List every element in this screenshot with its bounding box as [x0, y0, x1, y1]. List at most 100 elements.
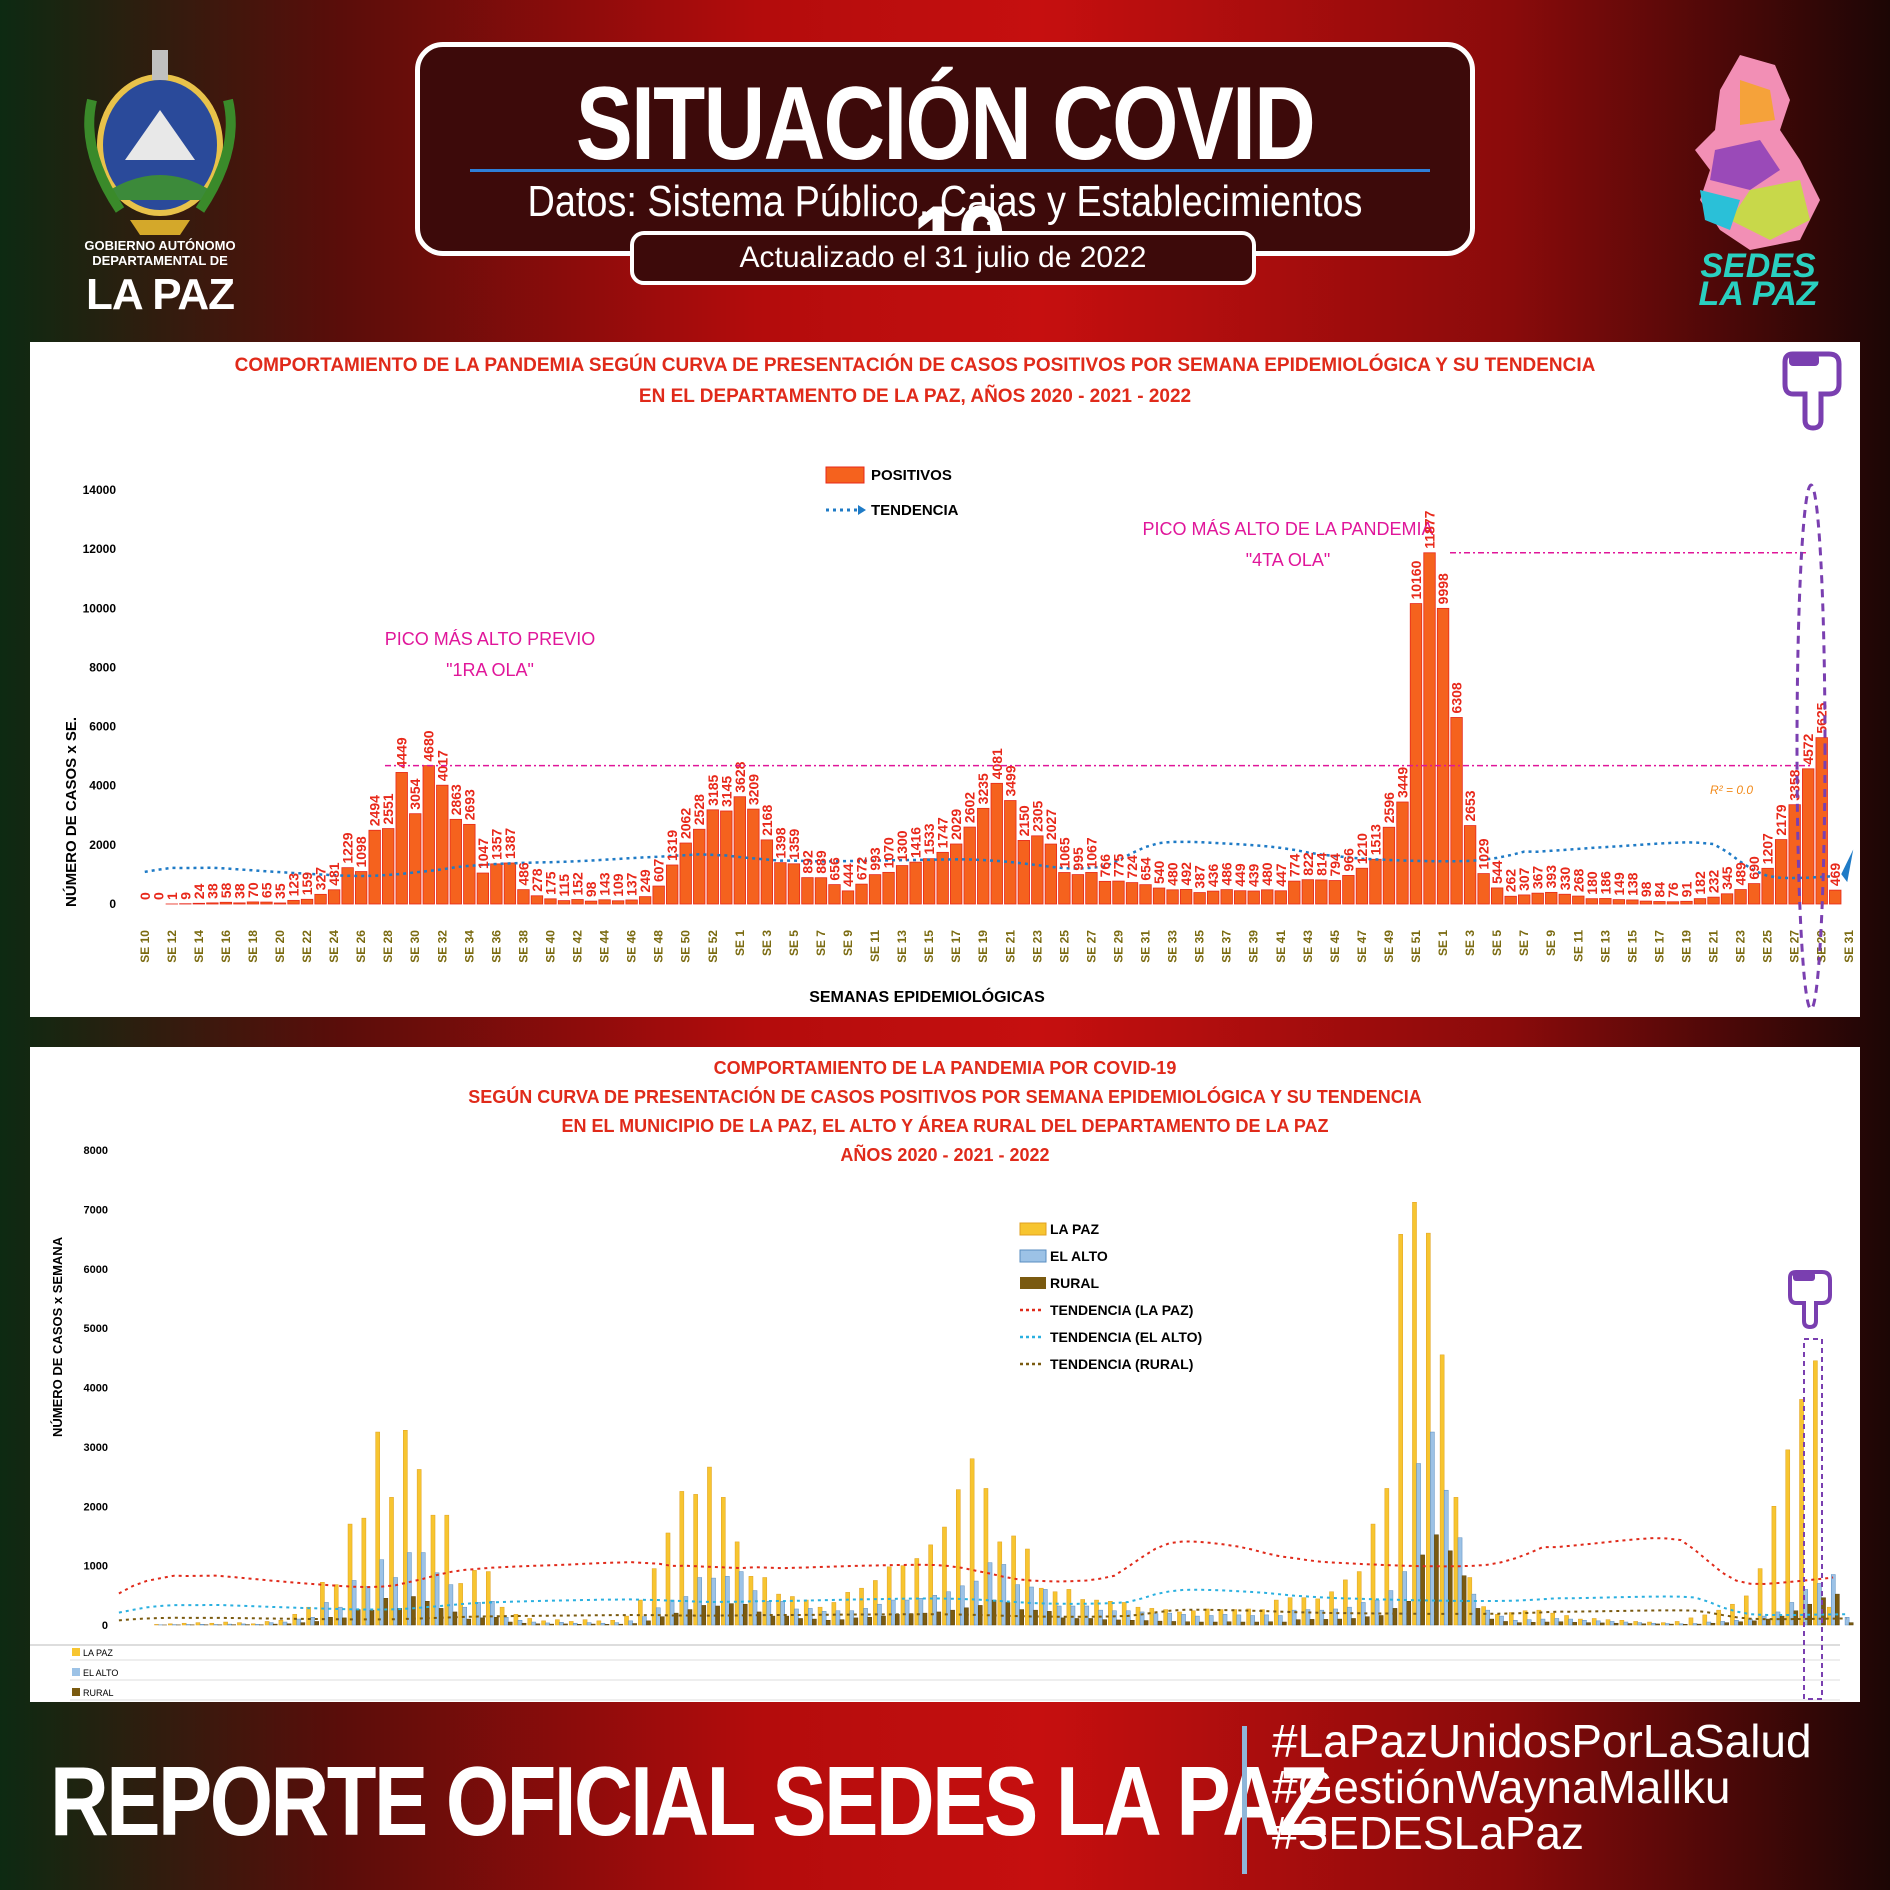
hashtag[interactable]: #LaPazUnidosPorLaSalud	[1272, 1715, 1812, 1767]
positivos-bar	[219, 901, 233, 905]
el-alto-bar	[780, 1601, 785, 1626]
el-alto-bar	[1333, 1608, 1338, 1626]
x-tick-label: SE 16	[219, 930, 233, 963]
x-tick-label: SE 22	[300, 930, 314, 963]
el-alto-bar	[1084, 1605, 1090, 1626]
rural-bar	[1130, 1620, 1135, 1626]
positivos-data-label: 175	[542, 871, 558, 895]
rural-bar	[1088, 1618, 1094, 1626]
chart1-reference-lines	[385, 552, 1810, 767]
rural-bar	[1613, 1622, 1619, 1626]
positivos-bar	[1423, 552, 1436, 905]
x-tick-label: SE 43	[1301, 930, 1315, 963]
la-paz-bar	[859, 1587, 864, 1626]
x-tick-label: SE 13	[1598, 930, 1612, 963]
positivos-bar	[1774, 839, 1788, 905]
rural-bar	[590, 1623, 596, 1626]
el-alto-bar	[586, 1622, 592, 1626]
positivos-bar	[936, 851, 949, 905]
el-alto-bar	[863, 1608, 868, 1626]
la-paz-bar	[1591, 1618, 1597, 1626]
rural-bar	[825, 1620, 831, 1626]
positivos-bar	[476, 872, 490, 905]
la-paz-bar	[485, 1571, 491, 1626]
la-paz-bar	[1550, 1612, 1556, 1626]
rural-bar	[1724, 1622, 1730, 1626]
la-paz-bar	[900, 1565, 906, 1626]
x-tick-label: SE 29	[1111, 930, 1125, 963]
positivos-bar	[1720, 893, 1734, 905]
positivos-data-label: 480	[1259, 862, 1275, 886]
positivos-data-label: 2602	[962, 792, 978, 823]
el-alto-bar	[1830, 1574, 1836, 1626]
positivos-data-label: 439	[1246, 863, 1262, 887]
el-alto-bar	[1305, 1609, 1311, 1626]
x-tick-label: SE 10	[138, 930, 152, 963]
x-tick-label: SE 9	[841, 930, 855, 956]
la-paz-bar	[803, 1599, 809, 1626]
positivos-bar	[206, 902, 219, 905]
positivos-bar	[1098, 880, 1112, 905]
rural-bar	[383, 1598, 389, 1626]
rural-bar	[480, 1617, 485, 1626]
table-row-swatch	[72, 1648, 80, 1656]
rural-bar	[1558, 1621, 1564, 1626]
positivos-data-label: 1067	[1083, 837, 1099, 868]
chart2-subtitle2: EN EL MUNICIPIO DE LA PAZ, EL ALTO Y ÁRE…	[561, 1115, 1328, 1136]
positivos-bar	[990, 782, 1003, 905]
positivos-data-label: 2179	[1773, 804, 1789, 835]
chart2-trend-lines	[118, 1537, 1847, 1622]
positivos-bar	[382, 828, 395, 905]
positivos-data-label: 486	[515, 862, 531, 886]
rural-bar	[1254, 1621, 1260, 1626]
la-paz-bar	[237, 1622, 242, 1626]
rural-bar	[507, 1621, 513, 1626]
positivos-data-label: 1513	[1367, 824, 1383, 855]
hashtag[interactable]: #GestiónWaynaMallku	[1272, 1761, 1731, 1813]
positivos-bar	[1044, 843, 1058, 905]
positivos-bar	[422, 765, 435, 905]
positivos-data-label: 91	[1678, 882, 1694, 898]
positivos-data-label: 447	[1273, 863, 1289, 887]
el-alto-bar	[642, 1616, 647, 1626]
el-alto-bar	[1070, 1605, 1076, 1626]
el-alto-bar	[1015, 1584, 1020, 1626]
positivos-data-label: 489	[1733, 862, 1749, 886]
la-paz-bar	[1426, 1232, 1431, 1626]
el-alto-bar	[1388, 1590, 1394, 1626]
x-tick-label: SE 24	[327, 930, 341, 963]
x-tick-label: SE 23	[1734, 930, 1748, 963]
positivos-data-label: 232	[1706, 870, 1722, 894]
el-alto-bar	[1236, 1614, 1242, 1626]
positivos-data-label: 540	[1151, 860, 1167, 884]
positivos-bar	[1206, 890, 1220, 905]
logo-left-subtitle: GOBIERNO AUTÓNOMO DEPARTAMENTAL DE	[84, 238, 236, 268]
positivos-data-label: 544	[1489, 860, 1505, 884]
positivos-data-label: 2528	[691, 794, 707, 825]
la-paz-bar	[1702, 1614, 1708, 1626]
rural-bar	[494, 1617, 499, 1626]
y-tick-label: 0	[109, 897, 116, 911]
positivos-data-label: 1210	[1354, 833, 1370, 864]
hashtag[interactable]: #SEDESLaPaz	[1272, 1807, 1584, 1859]
la-paz-bar	[1038, 1587, 1044, 1626]
el-alto-bar	[655, 1607, 661, 1626]
rural-bar	[1392, 1608, 1398, 1626]
la-paz-bar	[1757, 1568, 1763, 1626]
el-alto-bar	[946, 1591, 951, 1626]
el-alto-bar	[1748, 1618, 1753, 1626]
la-paz-bar	[679, 1491, 685, 1626]
positivos-data-label: 109	[610, 873, 626, 897]
el-alto-bar	[1222, 1614, 1228, 1626]
positivos-bar	[314, 893, 327, 905]
logo-left-title: LA PAZ	[86, 270, 235, 319]
la-paz-bar	[1412, 1202, 1417, 1626]
rural-bar	[1572, 1622, 1577, 1626]
la-paz-bar	[472, 1570, 477, 1626]
rural-bar	[1738, 1621, 1743, 1626]
table-row-label: LA PAZ	[83, 1648, 113, 1658]
positivos-data-label: 186	[1597, 871, 1613, 895]
positivos-bar	[679, 842, 692, 905]
el-alto-bar	[573, 1622, 578, 1626]
la-paz-bar	[1149, 1608, 1155, 1626]
